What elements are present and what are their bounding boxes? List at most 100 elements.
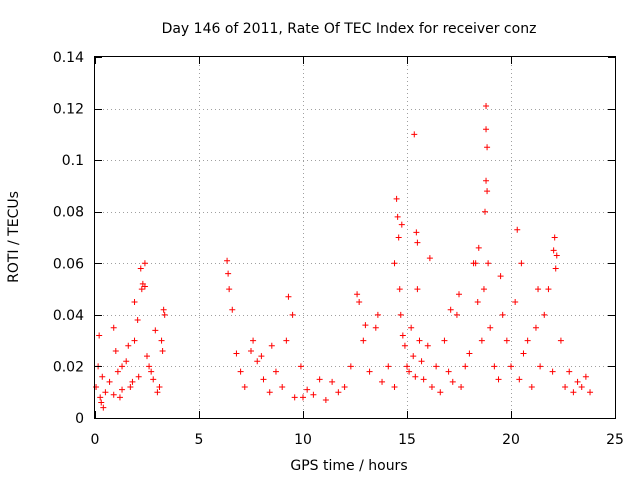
- data-point: [96, 332, 103, 339]
- data-point: [426, 255, 433, 262]
- data-point: [508, 363, 514, 370]
- data-point: [401, 342, 408, 349]
- y-tick-label: 0.06: [53, 256, 84, 272]
- data-point: [550, 247, 557, 254]
- data-point: [362, 322, 369, 329]
- data-point: [100, 404, 107, 411]
- data-point: [341, 384, 348, 391]
- data-point: [552, 265, 559, 272]
- data-point: [374, 311, 381, 318]
- x-tick-label: 25: [606, 432, 624, 448]
- data-point: [134, 317, 141, 324]
- data-point: [110, 324, 117, 331]
- data-point: [129, 378, 136, 385]
- data-point: [322, 396, 329, 403]
- data-point: [225, 270, 232, 277]
- data-point: [119, 386, 126, 393]
- data-point: [119, 363, 126, 370]
- data-point: [356, 298, 363, 305]
- data-point: [224, 257, 231, 264]
- data-point: [329, 378, 336, 385]
- data-point: [466, 350, 473, 357]
- data-point: [99, 373, 106, 380]
- data-point: [456, 291, 462, 298]
- data-point: [260, 376, 267, 383]
- data-point: [114, 368, 121, 375]
- x-tick-label: 0: [91, 432, 100, 448]
- data-point: [557, 337, 564, 344]
- y-tick-label: 0: [75, 411, 84, 427]
- data-point: [283, 337, 290, 344]
- data-point: [131, 337, 138, 344]
- data-point: [483, 126, 490, 133]
- data-point: [112, 347, 119, 354]
- data-point: [541, 311, 548, 318]
- data-point: [414, 239, 421, 246]
- data-point: [366, 368, 373, 375]
- data-point: [379, 378, 386, 385]
- data-point: [410, 353, 417, 360]
- data-point: [462, 363, 469, 370]
- data-point: [158, 337, 165, 344]
- data-point: [418, 358, 425, 365]
- y-tick-label: 0.1: [62, 153, 84, 169]
- data-point: [485, 260, 492, 267]
- data-point: [475, 244, 482, 251]
- data-point: [398, 221, 405, 228]
- data-point: [484, 144, 491, 151]
- data-point: [110, 391, 117, 398]
- data-point: [127, 384, 134, 391]
- data-point: [562, 384, 569, 391]
- data-point: [566, 368, 573, 375]
- y-axis-tick-labels: 0 0.02 0.04 0.06 0.08 0.1 0.12 0.14: [53, 50, 84, 427]
- data-point: [241, 384, 248, 391]
- data-point: [484, 188, 491, 195]
- data-point: [414, 286, 421, 293]
- data-point: [412, 373, 419, 380]
- data-point: [447, 306, 454, 313]
- data-point: [406, 368, 413, 375]
- plot-frame: [94, 56, 616, 419]
- data-point: [116, 394, 123, 401]
- data-point: [268, 342, 275, 349]
- data-point: [587, 389, 594, 396]
- data-point: [304, 386, 311, 393]
- x-tick-label: 10: [294, 432, 312, 448]
- data-point: [97, 394, 104, 401]
- data-point: [279, 384, 286, 391]
- data-point: [248, 347, 254, 354]
- grid: [95, 57, 615, 418]
- data-point: [495, 376, 502, 383]
- y-tick-label: 0.14: [53, 50, 84, 66]
- data-point: [159, 347, 166, 354]
- data-point: [535, 286, 542, 293]
- data-point: [131, 298, 138, 305]
- data-point: [291, 394, 298, 401]
- y-tick-label: 0.04: [53, 308, 84, 324]
- data-point: [514, 226, 521, 233]
- data-point: [396, 286, 403, 293]
- data-point: [233, 350, 240, 357]
- y-axis-label: ROTI / TECUs: [6, 191, 22, 283]
- data-point: [385, 363, 392, 370]
- data-point: [395, 234, 402, 241]
- data-point: [393, 195, 400, 202]
- data-point: [335, 389, 342, 396]
- data-point: [123, 358, 130, 365]
- data-point: [474, 298, 481, 305]
- x-axis-tick-labels: 0 5 10 15 20 25: [91, 432, 624, 448]
- data-point: [310, 391, 317, 398]
- data-point: [106, 378, 113, 385]
- data-point: [458, 384, 465, 391]
- data-point: [141, 283, 148, 290]
- data-point: [258, 353, 265, 360]
- data-point: [156, 384, 163, 391]
- data-point: [152, 327, 159, 334]
- data-point: [482, 208, 488, 215]
- data-point: [226, 286, 233, 293]
- data-point: [570, 389, 577, 396]
- data-point: [478, 337, 485, 344]
- data-point: [428, 384, 435, 391]
- data-point: [441, 337, 448, 344]
- data-point: [545, 286, 552, 293]
